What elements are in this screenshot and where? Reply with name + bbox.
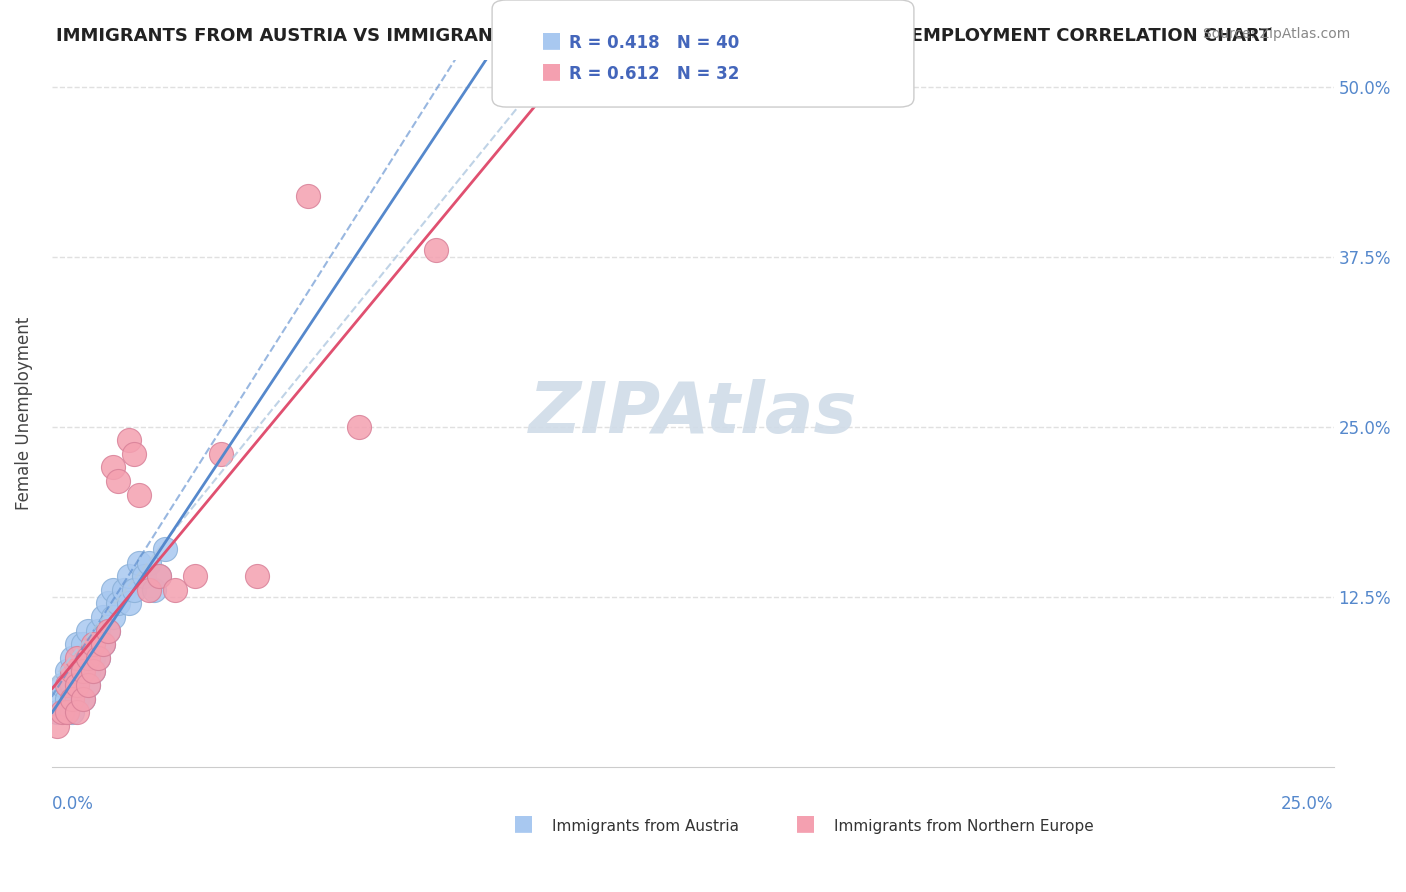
Immigrants from Austria <box>76 624 98 638</box>
Immigrants from Northern Europe <box>138 582 160 597</box>
Immigrants from Austria <box>45 705 67 719</box>
Immigrants from Austria <box>82 665 104 679</box>
Immigrants from Northern Europe <box>425 243 447 257</box>
Immigrants from Austria <box>118 596 141 610</box>
Immigrants from Northern Europe <box>76 650 98 665</box>
Immigrants from Austria <box>56 705 79 719</box>
Text: ■: ■ <box>513 814 534 833</box>
Immigrants from Austria <box>82 650 104 665</box>
Immigrants from Austria <box>51 678 73 692</box>
Immigrants from Austria <box>66 678 89 692</box>
Immigrants from Northern Europe <box>82 665 104 679</box>
Immigrants from Austria <box>97 624 120 638</box>
Text: R = 0.612   N = 32: R = 0.612 N = 32 <box>569 65 740 83</box>
Immigrants from Northern Europe <box>184 569 207 583</box>
Immigrants from Austria <box>122 582 145 597</box>
Immigrants from Northern Europe <box>66 678 89 692</box>
Immigrants from Austria <box>76 665 98 679</box>
Immigrants from Austria <box>148 569 170 583</box>
Immigrants from Austria <box>60 678 83 692</box>
Immigrants from Austria <box>87 624 110 638</box>
Immigrants from Austria <box>60 650 83 665</box>
Immigrants from Northern Europe <box>45 719 67 733</box>
Immigrants from Austria <box>143 582 166 597</box>
Text: ■: ■ <box>541 30 562 50</box>
Immigrants from Austria <box>72 691 94 706</box>
Text: ZIPAtlas: ZIPAtlas <box>529 378 856 448</box>
Immigrants from Austria <box>128 556 150 570</box>
Immigrants from Austria <box>112 582 135 597</box>
Immigrants from Northern Europe <box>82 637 104 651</box>
Immigrants from Austria <box>56 691 79 706</box>
Immigrants from Austria <box>138 556 160 570</box>
Immigrants from Austria <box>66 637 89 651</box>
Immigrants from Austria <box>66 665 89 679</box>
Immigrants from Northern Europe <box>118 434 141 448</box>
Immigrants from Northern Europe <box>76 678 98 692</box>
Immigrants from Northern Europe <box>128 488 150 502</box>
Immigrants from Northern Europe <box>66 650 89 665</box>
Immigrants from Austria <box>87 650 110 665</box>
Immigrants from Austria <box>51 691 73 706</box>
Immigrants from Northern Europe <box>56 678 79 692</box>
Immigrants from Northern Europe <box>107 474 129 488</box>
Immigrants from Northern Europe <box>349 419 371 434</box>
Immigrants from Austria <box>103 610 125 624</box>
Text: 0.0%: 0.0% <box>52 795 94 813</box>
Immigrants from Northern Europe <box>91 637 114 651</box>
Immigrants from Northern Europe <box>51 705 73 719</box>
Immigrants from Austria <box>72 637 94 651</box>
Immigrants from Austria <box>132 569 155 583</box>
Immigrants from Northern Europe <box>148 569 170 583</box>
Text: 25.0%: 25.0% <box>1281 795 1333 813</box>
Immigrants from Austria <box>72 665 94 679</box>
Immigrants from Northern Europe <box>246 569 269 583</box>
Immigrants from Northern Europe <box>72 691 94 706</box>
Immigrants from Austria <box>56 665 79 679</box>
Immigrants from Northern Europe <box>60 665 83 679</box>
Immigrants from Northern Europe <box>209 447 232 461</box>
Immigrants from Austria <box>118 569 141 583</box>
Immigrants from Austria <box>91 637 114 651</box>
Text: ■: ■ <box>541 62 562 81</box>
Text: IMMIGRANTS FROM AUSTRIA VS IMMIGRANTS FROM NORTHERN EUROPE FEMALE UNEMPLOYMENT C: IMMIGRANTS FROM AUSTRIA VS IMMIGRANTS FR… <box>56 27 1271 45</box>
Immigrants from Austria <box>60 705 83 719</box>
Immigrants from Northern Europe <box>103 460 125 475</box>
Immigrants from Northern Europe <box>122 447 145 461</box>
Immigrants from Austria <box>91 610 114 624</box>
Immigrants from Austria <box>153 541 176 556</box>
Text: Source: ZipAtlas.com: Source: ZipAtlas.com <box>1202 27 1350 41</box>
Immigrants from Austria <box>107 596 129 610</box>
Immigrants from Austria <box>66 691 89 706</box>
Immigrants from Northern Europe <box>163 582 186 597</box>
Immigrants from Northern Europe <box>66 705 89 719</box>
Immigrants from Northern Europe <box>60 691 83 706</box>
Text: R = 0.418   N = 40: R = 0.418 N = 40 <box>569 34 740 52</box>
Immigrants from Northern Europe <box>56 705 79 719</box>
Immigrants from Northern Europe <box>297 188 319 202</box>
Text: Immigrants from Northern Europe: Immigrants from Northern Europe <box>834 819 1094 834</box>
Text: Immigrants from Austria: Immigrants from Austria <box>551 819 738 834</box>
Immigrants from Austria <box>97 596 120 610</box>
Immigrants from Northern Europe <box>87 650 110 665</box>
Y-axis label: Female Unemployment: Female Unemployment <box>15 317 32 509</box>
Text: ■: ■ <box>796 814 815 833</box>
Immigrants from Austria <box>103 582 125 597</box>
Immigrants from Northern Europe <box>97 624 120 638</box>
Immigrants from Austria <box>76 678 98 692</box>
Immigrants from Northern Europe <box>72 665 94 679</box>
